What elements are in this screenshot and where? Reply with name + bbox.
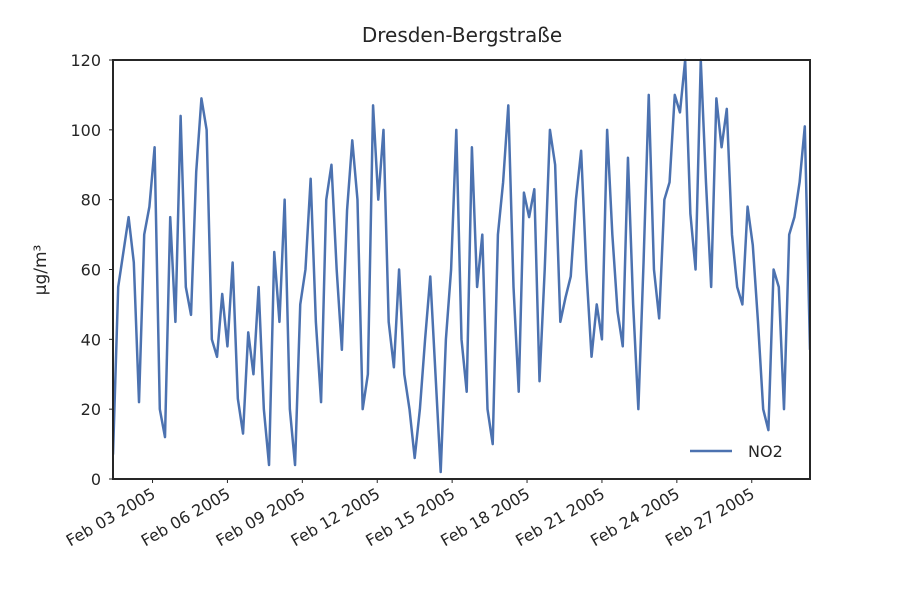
plot-frame bbox=[112, 59, 811, 480]
y-tick-label: 120 bbox=[70, 51, 101, 70]
legend-label: NO2 bbox=[748, 442, 783, 461]
y-tick-label: 40 bbox=[81, 330, 101, 349]
y-tick-label: 80 bbox=[81, 191, 101, 210]
y-tick-label: 20 bbox=[81, 400, 101, 419]
chart-title: Dresden-Bergstraße bbox=[362, 23, 562, 47]
data-line bbox=[113, 58, 810, 474]
y-tick-label: 60 bbox=[81, 261, 101, 280]
y-axis-label: µg/m³ bbox=[31, 245, 51, 296]
y-tick-label: 0 bbox=[91, 470, 101, 489]
y-tick-label: 100 bbox=[70, 121, 101, 140]
